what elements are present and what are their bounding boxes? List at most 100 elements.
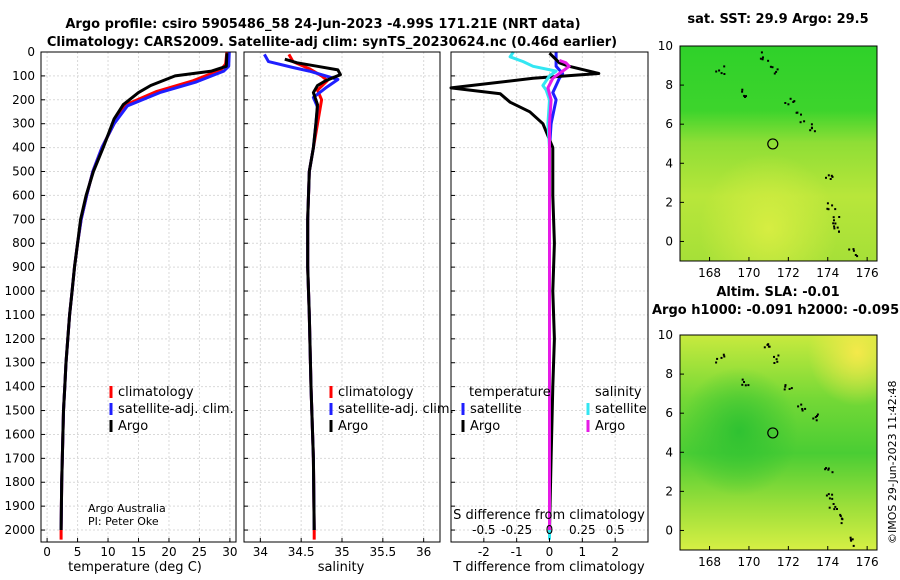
island [827, 208, 830, 211]
island [792, 101, 795, 103]
legend-satellite-label: satellite-adj. clim. [118, 402, 234, 417]
watermark: ©IMOS 29-Jun-2023 11:42:48 [886, 380, 899, 544]
y-tick-label: 1800 [4, 475, 35, 489]
y-tick-label: 300 [12, 117, 35, 131]
x-tick-label: -2 [478, 545, 490, 559]
island [809, 129, 812, 132]
x-tick-label: 168 [698, 555, 721, 569]
island [715, 361, 718, 364]
island [827, 467, 830, 470]
island [795, 111, 798, 114]
credit-line1: Argo Australia [88, 502, 166, 515]
y-tick-label: 700 [12, 212, 35, 226]
island [816, 415, 818, 417]
island [784, 385, 787, 388]
island [836, 508, 838, 510]
difference-legend: temperature salinity satellite Argo sate… [461, 385, 647, 434]
island [771, 66, 774, 69]
island [841, 518, 844, 521]
x-tick-label: 176 [856, 266, 879, 280]
legend-climatology-label: climatology [338, 385, 414, 400]
series-salinity-argo [546, 58, 571, 530]
island [834, 208, 837, 211]
island [741, 383, 744, 386]
island [838, 230, 840, 233]
sla-low-patch [680, 335, 877, 550]
island [801, 409, 804, 412]
credit-line2: PI: Peter Oke [88, 515, 159, 528]
island [831, 204, 834, 207]
difference-panel: -2 -1 0 1 2 -0.5 -0.25 0 0.25 0.5 [449, 51, 649, 559]
y-tick-label: 2000 [4, 523, 35, 537]
island [829, 178, 832, 180]
legend-argo-label: Argo [118, 419, 148, 434]
island [827, 493, 830, 496]
y-tick-label: 6 [665, 406, 673, 420]
island [830, 174, 833, 177]
y-tick-label: 10 [658, 39, 673, 53]
x-tick-label: 168 [698, 266, 721, 280]
island [852, 544, 855, 547]
island [797, 405, 800, 408]
x-tick-label: 35 [334, 545, 349, 559]
x-tick-label: 2 [611, 545, 619, 559]
y-tick-label: 1100 [4, 308, 35, 322]
island [810, 123, 813, 126]
island [832, 503, 835, 505]
island [743, 94, 746, 97]
top-tick-label: 0.25 [569, 523, 596, 537]
series-argo [59, 53, 229, 531]
island [833, 225, 836, 228]
salinity-legend: climatology satellite-adj. clim. Argo [329, 385, 454, 434]
island [716, 357, 719, 360]
temperature-panel: 0 5 10 15 20 25 300100200300400500600700800900… [4, 45, 237, 559]
island [836, 226, 839, 229]
island [827, 468, 830, 471]
island [720, 356, 723, 359]
y-tick-label: 1300 [4, 356, 35, 370]
island [850, 539, 853, 542]
island [720, 72, 723, 75]
x-tick-label: 10 [100, 545, 115, 559]
argo-location-marker [767, 427, 779, 439]
map-frame [679, 334, 878, 551]
island [760, 51, 763, 54]
island [831, 497, 834, 500]
island [718, 69, 721, 72]
island [833, 227, 836, 230]
y-tick-label: 800 [12, 236, 35, 250]
island [804, 407, 807, 410]
island [723, 65, 726, 68]
x-tick-label: 170 [737, 555, 760, 569]
island [851, 538, 854, 541]
sst-map: 168 170 172 174 176 0 2 4 6 8 10 [658, 39, 879, 280]
temperature-xlabel: temperature (deg C) [68, 560, 202, 575]
island [827, 174, 830, 177]
island [790, 387, 793, 390]
y-tick-label: 6 [665, 117, 673, 131]
top-tick-label: 0.5 [606, 523, 625, 537]
x-tick-label: 15 [131, 545, 146, 559]
island [833, 219, 835, 222]
island [776, 68, 779, 71]
island [777, 354, 780, 357]
island [715, 70, 718, 73]
legend-temp-argo-label: Argo [470, 419, 500, 434]
island [838, 216, 841, 218]
x-tick-label: 1 [579, 545, 587, 559]
island [825, 494, 828, 497]
island [762, 56, 764, 59]
island [849, 536, 852, 539]
island [800, 113, 802, 116]
top-tick-label: -0.5 [472, 523, 495, 537]
y-tick-label: 1500 [4, 404, 35, 418]
x-tick-label: 0 [546, 545, 554, 559]
island [784, 384, 787, 387]
island [722, 353, 725, 356]
island [815, 419, 818, 422]
series-argo [284, 57, 342, 531]
x-tick-label: 0 [43, 545, 51, 559]
island [743, 381, 745, 383]
island [759, 57, 762, 60]
